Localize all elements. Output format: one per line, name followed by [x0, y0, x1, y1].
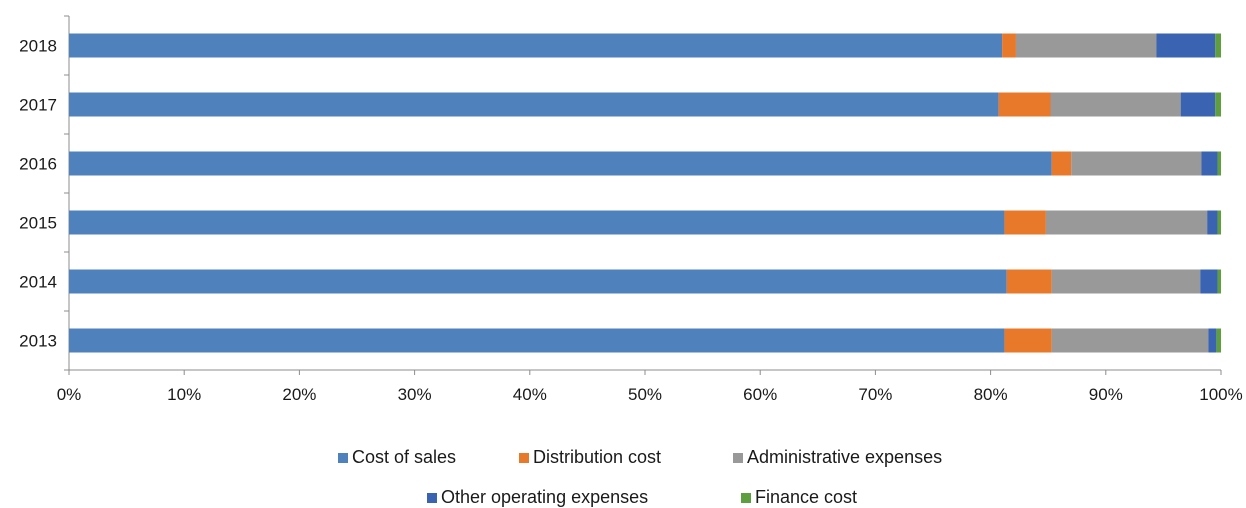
bar-finance-cost-2013 [1216, 328, 1221, 353]
x-tick-label: 50% [628, 385, 662, 404]
x-tick-label: 70% [858, 385, 892, 404]
bar-administrative-expenses-2018 [1015, 33, 1157, 58]
bars-group [69, 33, 1221, 353]
x-tick-label: 60% [743, 385, 777, 404]
bar-distribution-cost-2017 [998, 92, 1051, 117]
bar-other-operating-expenses-2013 [1208, 328, 1217, 353]
bar-other-operating-expenses-2017 [1180, 92, 1216, 117]
x-tick-label: 0% [57, 385, 82, 404]
bar-finance-cost-2017 [1215, 92, 1221, 117]
x-axis-labels: 0% 10% 20% 30% 40% 50% 60% 70% 80% 90% 100% [57, 385, 1243, 404]
y-tick-label: 2018 [19, 37, 57, 56]
bar-distribution-cost-2016 [1051, 151, 1072, 176]
bar-other-operating-expenses-2015 [1207, 210, 1218, 235]
bar-finance-cost-2016 [1217, 151, 1221, 176]
bar-other-operating-expenses-2014 [1200, 269, 1218, 294]
y-axis-ticks [64, 15, 69, 371]
x-axis-ticks [68, 370, 1222, 375]
y-tick-label: 2017 [19, 96, 57, 115]
x-tick-label: 10% [167, 385, 201, 404]
bar-other-operating-expenses-2018 [1156, 33, 1216, 58]
x-tick-label: 40% [513, 385, 547, 404]
bar-administrative-expenses-2014 [1051, 269, 1201, 294]
y-tick-label: 2016 [19, 155, 57, 174]
bar-cost-of-sales-2017 [69, 92, 999, 117]
bar-finance-cost-2015 [1217, 210, 1221, 235]
bar-distribution-cost-2015 [1004, 210, 1046, 235]
x-tick-label: 90% [1089, 385, 1123, 404]
bar-distribution-cost-2014 [1006, 269, 1052, 294]
y-tick-label: 2014 [19, 273, 57, 292]
bar-other-operating-expenses-2016 [1201, 151, 1218, 176]
x-tick-label: 20% [282, 385, 316, 404]
y-axis-labels: 2018 2017 2016 2015 2014 2013 [19, 37, 57, 351]
y-tick-label: 2013 [19, 332, 57, 351]
bar-administrative-expenses-2013 [1051, 328, 1209, 353]
x-tick-label: 30% [398, 385, 432, 404]
bar-administrative-expenses-2016 [1071, 151, 1202, 176]
bar-finance-cost-2018 [1215, 33, 1221, 58]
bar-cost-of-sales-2016 [69, 151, 1052, 176]
x-tick-label: 100% [1199, 385, 1242, 404]
bar-cost-of-sales-2014 [69, 269, 1007, 294]
bar-distribution-cost-2013 [1004, 328, 1052, 353]
bar-cost-of-sales-2015 [69, 210, 1005, 235]
bar-cost-of-sales-2013 [69, 328, 1005, 353]
bar-distribution-cost-2018 [1002, 33, 1016, 58]
x-tick-label: 80% [974, 385, 1008, 404]
bar-administrative-expenses-2015 [1045, 210, 1208, 235]
bar-administrative-expenses-2017 [1050, 92, 1181, 117]
bar-cost-of-sales-2018 [69, 33, 1003, 58]
y-tick-label: 2015 [19, 214, 57, 233]
bar-finance-cost-2014 [1217, 269, 1221, 294]
